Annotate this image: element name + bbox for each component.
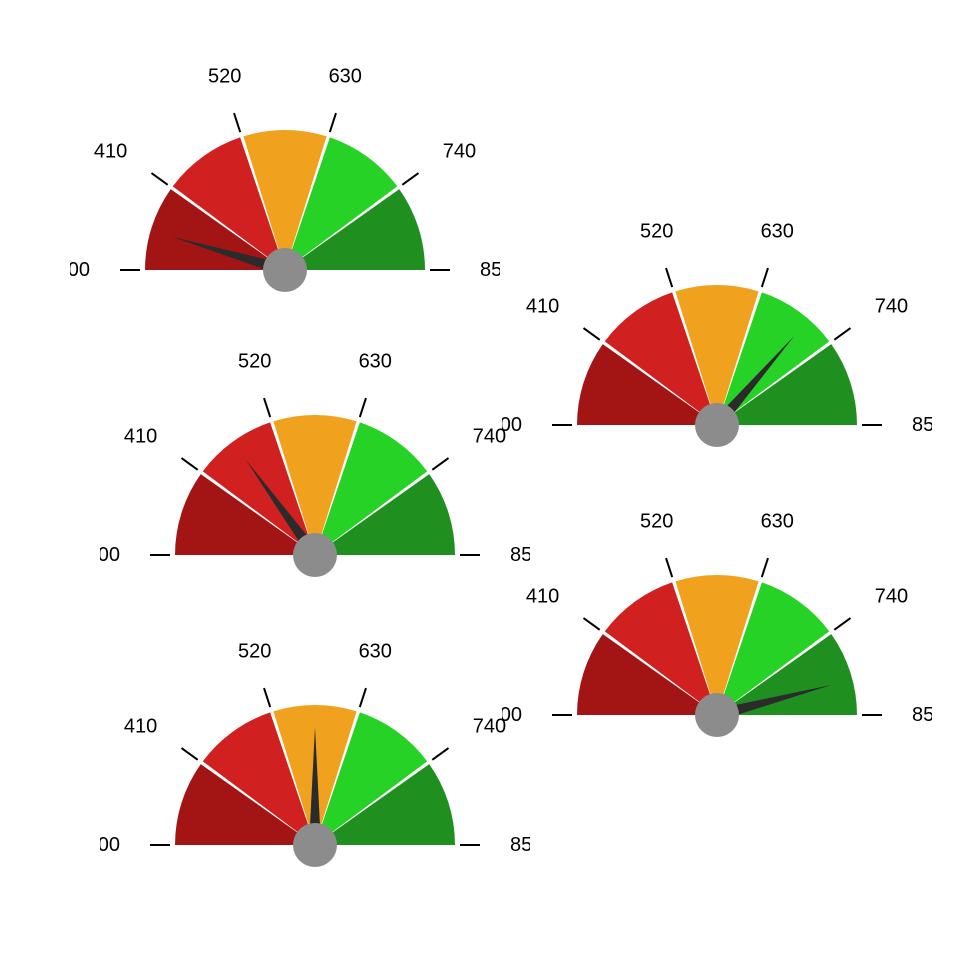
gauge-hub xyxy=(695,693,739,737)
tick-label: 520 xyxy=(238,641,271,663)
tick-line xyxy=(402,173,418,185)
tick-label: 410 xyxy=(124,715,157,737)
tick-line xyxy=(762,268,768,287)
gauge-1: 300 410 520 630 740 850 xyxy=(70,60,500,320)
tick-label: 410 xyxy=(124,425,157,447)
tick-line xyxy=(834,618,850,630)
tick-label: 630 xyxy=(359,641,392,663)
gauge-hub xyxy=(263,248,307,292)
tick-line xyxy=(330,113,336,132)
tick-label: 300 xyxy=(502,704,522,726)
tick-line xyxy=(666,268,672,287)
gauge-2: 300410520630740850 xyxy=(100,345,530,605)
tick-line xyxy=(834,328,850,340)
tick-label: 630 xyxy=(761,221,794,243)
gauge-hub xyxy=(293,533,337,577)
gauge-5: 300 410 520 630 740 850 xyxy=(502,505,932,765)
tick-line xyxy=(584,618,600,630)
gauge-4: 300 410 520 630 740 850 xyxy=(502,215,932,475)
tick-line xyxy=(182,748,198,760)
tick-label: 300 xyxy=(70,259,90,281)
tick-line xyxy=(182,458,198,470)
tick-label: 520 xyxy=(238,351,271,373)
tick-line xyxy=(234,113,240,132)
tick-label: 850 xyxy=(480,259,500,281)
tick-label: 300 xyxy=(100,834,120,856)
tick-label: 300 xyxy=(502,414,522,436)
tick-line xyxy=(152,173,168,185)
tick-line xyxy=(264,688,270,707)
tick-line xyxy=(432,748,448,760)
tick-label: 850 xyxy=(510,834,530,856)
tick-label: 630 xyxy=(329,66,362,88)
gauge-3: 300410520630740850 xyxy=(100,635,530,895)
tick-line xyxy=(360,398,366,417)
tick-line xyxy=(762,558,768,577)
tick-label: 630 xyxy=(761,511,794,533)
tick-label: 410 xyxy=(526,585,559,607)
tick-line xyxy=(360,688,366,707)
tick-line xyxy=(666,558,672,577)
gauge-infographic: 300 410 520 630 740 850 300 410 520 630 740 850 300 4… xyxy=(0,0,980,980)
tick-label: 850 xyxy=(912,414,932,436)
tick-line xyxy=(432,458,448,470)
tick-label: 410 xyxy=(94,140,127,162)
tick-line xyxy=(584,328,600,340)
tick-label: 740 xyxy=(875,585,908,607)
tick-label: 630 xyxy=(359,351,392,373)
tick-label: 740 xyxy=(443,140,476,162)
tick-label: 520 xyxy=(640,511,673,533)
gauge-hub xyxy=(695,403,739,447)
tick-label: 410 xyxy=(526,295,559,317)
tick-label: 300 xyxy=(100,544,120,566)
tick-label: 520 xyxy=(640,221,673,243)
tick-label: 740 xyxy=(875,295,908,317)
tick-line xyxy=(264,398,270,417)
tick-label: 520 xyxy=(208,66,241,88)
tick-label: 850 xyxy=(912,704,932,726)
gauge-hub xyxy=(293,823,337,867)
